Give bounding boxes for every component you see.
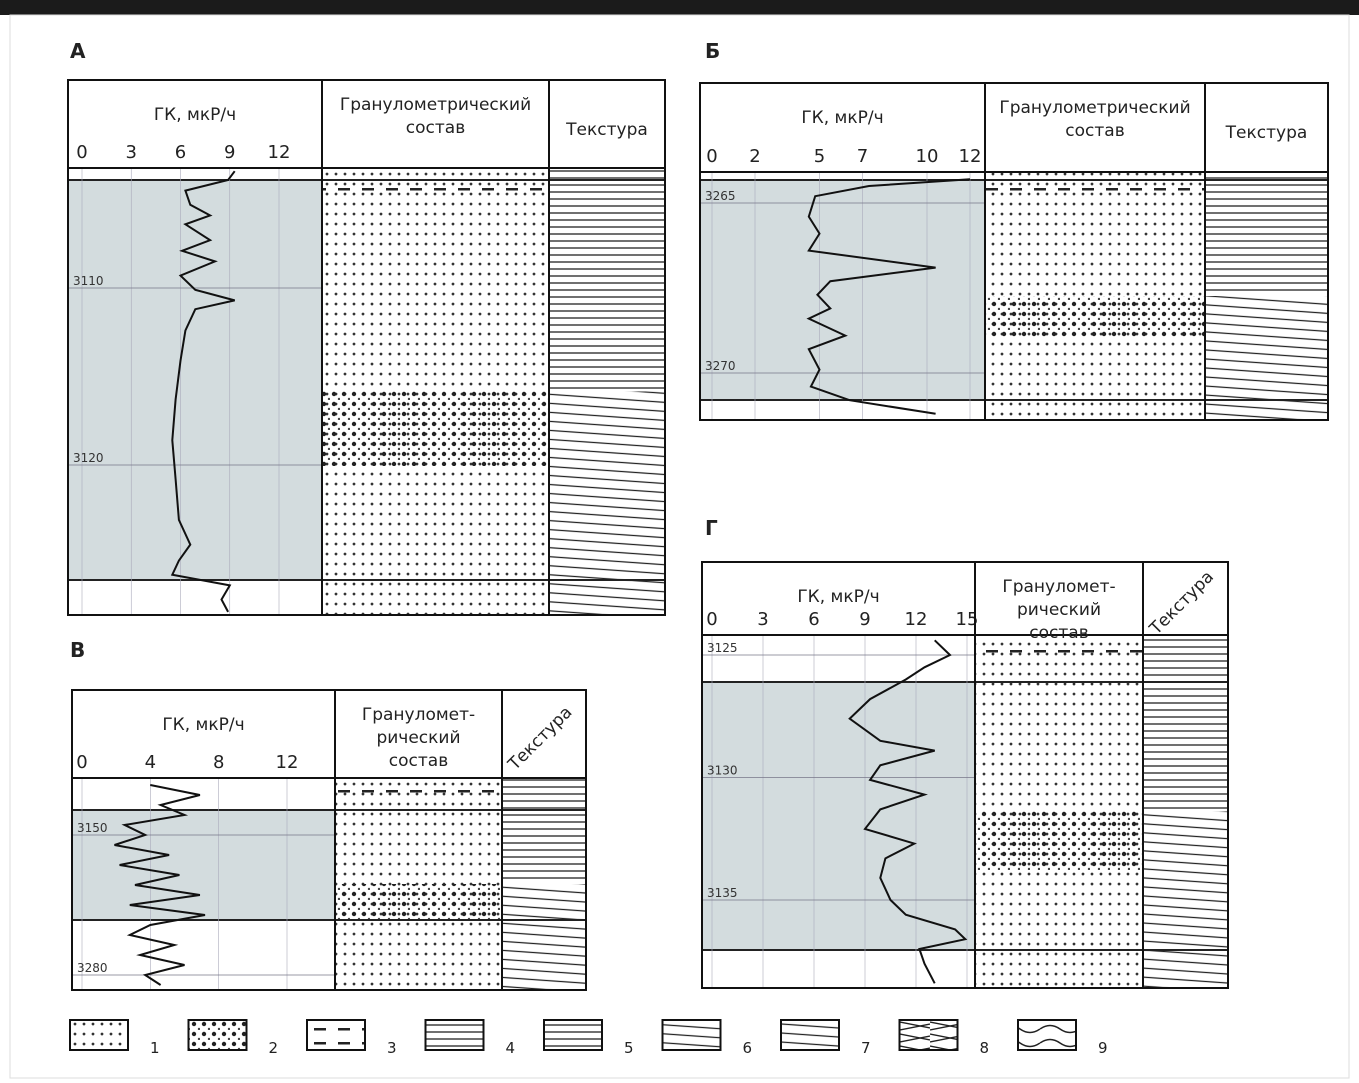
depth-label: 3130 — [707, 764, 738, 778]
depth-label: 3135 — [707, 886, 738, 900]
granulometry-title: состав — [1029, 623, 1088, 643]
gk-tick-label: 0 — [76, 752, 87, 773]
gk-tick-label: 7 — [857, 146, 868, 167]
gk-tick-label: 3 — [757, 609, 768, 630]
legend-swatch — [663, 1020, 721, 1050]
gk-title: ГК, мкР/ч — [162, 715, 244, 735]
depth-label: 3150 — [77, 821, 108, 835]
legend-label: 6 — [743, 1039, 753, 1057]
gk-tick-label: 0 — [706, 146, 717, 167]
granulometry-title: Гранулометрический — [999, 98, 1190, 118]
top-bar — [0, 0, 1359, 15]
gk-title: ГК, мкР/ч — [801, 108, 883, 128]
depth-label: 3270 — [705, 359, 736, 373]
depth-label: 3125 — [707, 641, 738, 655]
granulometry-title: Грануломет- — [1002, 577, 1115, 597]
panel-letter: А — [70, 39, 86, 63]
shaded-interval — [702, 682, 975, 950]
legend-label: 2 — [269, 1039, 279, 1057]
texture-title: Текстура — [1145, 567, 1218, 640]
gk-tick-label: 5 — [814, 146, 825, 167]
gk-title: ГК, мкР/ч — [154, 105, 236, 125]
texture-title: Текстура — [565, 120, 648, 140]
gk-tick-label: 0 — [76, 142, 87, 163]
texture-column — [1143, 812, 1228, 989]
granulometry-clay — [985, 182, 1205, 198]
gk-tick-label: 0 — [706, 609, 717, 630]
granulometry-clay — [975, 645, 1143, 661]
texture-column — [502, 778, 586, 884]
legend-swatch — [1018, 1020, 1076, 1050]
gk-tick-label: 12 — [276, 752, 299, 773]
legend-label: 4 — [506, 1039, 516, 1057]
texture-column — [549, 168, 665, 392]
granulometry-coarse — [975, 812, 1143, 871]
granulometry-title: Гранулометрический — [340, 95, 531, 115]
depth-label: 3280 — [77, 961, 108, 975]
texture-title: Текстура — [1225, 123, 1308, 143]
granulometry-title: рический — [1017, 600, 1101, 620]
granulometry-title: состав — [406, 118, 465, 138]
granulometry-coarse — [985, 296, 1205, 337]
texture-title: Текстура — [504, 703, 577, 776]
gk-tick-label: 3 — [126, 142, 137, 163]
granulometry-coarse — [322, 392, 549, 467]
legend-label: 5 — [624, 1039, 634, 1057]
gk-tick-label: 4 — [145, 752, 156, 773]
shaded-interval — [700, 180, 985, 400]
panel-letter: В — [70, 638, 85, 662]
gk-tick-label: 6 — [808, 609, 819, 630]
legend-label: 3 — [387, 1039, 397, 1057]
legend-swatch — [426, 1020, 484, 1050]
granulometry-title: состав — [1065, 121, 1124, 141]
texture-column — [549, 392, 665, 616]
texture-column — [1143, 635, 1228, 812]
gk-tick-label: 12 — [959, 146, 982, 167]
panel-letter: Б — [705, 39, 720, 63]
texture-column — [1205, 296, 1328, 420]
shaded-interval — [72, 810, 335, 920]
legend-label: 7 — [861, 1039, 871, 1057]
gk-tick-label: 8 — [213, 752, 224, 773]
legend-label: 9 — [1098, 1039, 1108, 1057]
gk-tick-label: 12 — [905, 609, 928, 630]
gk-title: ГК, мкР/ч — [797, 587, 879, 607]
depth-label: 3120 — [73, 451, 104, 465]
gk-tick-label: 9 — [859, 609, 870, 630]
legend-swatch — [70, 1020, 128, 1050]
depth-label: 3110 — [73, 274, 104, 288]
gk-tick-label: 10 — [916, 146, 939, 167]
legend-swatch — [544, 1020, 602, 1050]
gk-tick-label: 2 — [749, 146, 760, 167]
shaded-interval — [68, 180, 322, 580]
granulometry-clay — [335, 788, 502, 804]
legend-label: 1 — [150, 1039, 160, 1057]
legend-swatch — [307, 1020, 365, 1050]
legend-swatch — [189, 1020, 247, 1050]
gk-tick-label: 6 — [175, 142, 186, 163]
legend-swatch — [900, 1020, 958, 1050]
legend-swatch — [781, 1020, 839, 1050]
depth-label: 3265 — [705, 189, 736, 203]
legend-label: 8 — [980, 1039, 990, 1057]
texture-column — [1205, 172, 1328, 296]
gk-tick-label: 9 — [224, 142, 235, 163]
granulometry-title: Грануломет- — [362, 705, 475, 725]
panel-letter: Г — [705, 516, 718, 540]
granulometry-title: состав — [389, 751, 448, 771]
figure: А03691231103120ГК, мкР/чГранулометрическ… — [0, 0, 1359, 1083]
gk-tick-label: 12 — [268, 142, 291, 163]
texture-column — [502, 884, 586, 990]
granulometry-title: рический — [376, 728, 460, 748]
granulometry-coarse — [335, 884, 502, 919]
